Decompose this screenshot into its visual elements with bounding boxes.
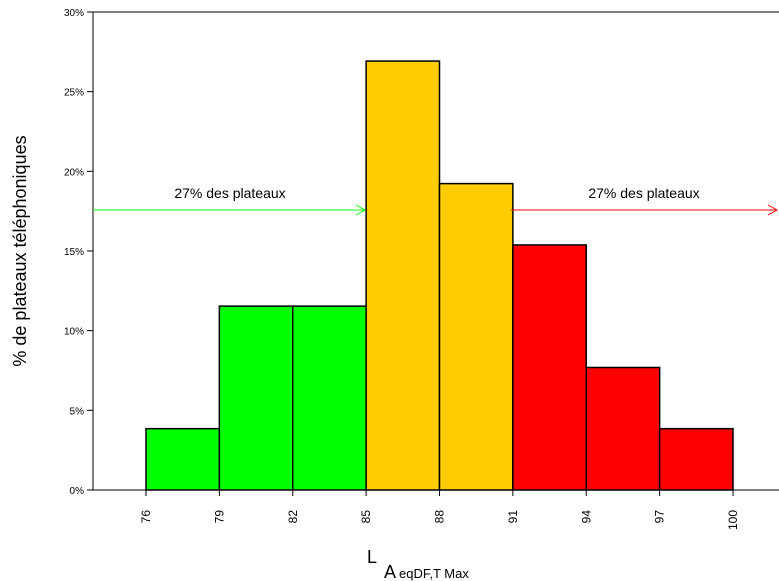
x-tick-label: 91 — [506, 510, 520, 524]
y-tick-label: 10% — [64, 327, 84, 338]
x-tick-label: 88 — [433, 510, 447, 524]
histogram-bar — [438, 182, 514, 491]
x-tick-label: 79 — [212, 510, 226, 524]
x-axis-label-sub1: A — [384, 562, 396, 581]
bars-group — [145, 60, 734, 491]
histogram-bar — [218, 305, 294, 491]
histogram-bar — [512, 244, 587, 491]
x-axis-label-main: L — [367, 547, 377, 567]
y-tick-label: 30% — [64, 8, 84, 19]
y-tick-label: 5% — [70, 406, 85, 417]
y-axis-label: % de plateaux téléphoniques — [10, 135, 30, 366]
x-tick-label: 97 — [653, 510, 667, 524]
x-tick-label: 85 — [359, 510, 373, 524]
x-axis-label: L A eqDF,T Max — [367, 547, 469, 581]
x-tick-label: 100 — [726, 510, 740, 530]
y-tick-label: 15% — [64, 247, 84, 258]
annotation-label-green: 27% des plateaux — [174, 185, 285, 201]
annotation-label-red: 27% des plateaux — [588, 185, 699, 201]
x-ticks-group: 76 79 82 85 88 91 94 97 100 — [139, 490, 740, 530]
x-tick-label: 82 — [286, 510, 300, 524]
histogram-bar — [585, 366, 661, 491]
x-tick-label: 76 — [139, 510, 153, 524]
x-tick-label: 94 — [579, 510, 593, 524]
annotation-arrowhead-green — [355, 204, 367, 216]
histogram-bar — [365, 60, 441, 491]
y-tick-label: 25% — [64, 88, 84, 99]
y-tick-label: 20% — [64, 167, 84, 178]
x-axis-label-sub2: eqDF,T Max — [399, 566, 469, 581]
annotation-arrowhead-red — [767, 204, 779, 216]
histogram-bar — [292, 305, 367, 491]
histogram-bar — [658, 427, 734, 491]
annotations-group: 27% des plateaux 27% des plateaux — [93, 185, 779, 216]
y-ticks-group: 0% 5% 10% 15% 20% 25% 30% — [64, 8, 93, 497]
y-tick-label: 0% — [70, 486, 85, 497]
histogram-bar — [145, 427, 221, 491]
